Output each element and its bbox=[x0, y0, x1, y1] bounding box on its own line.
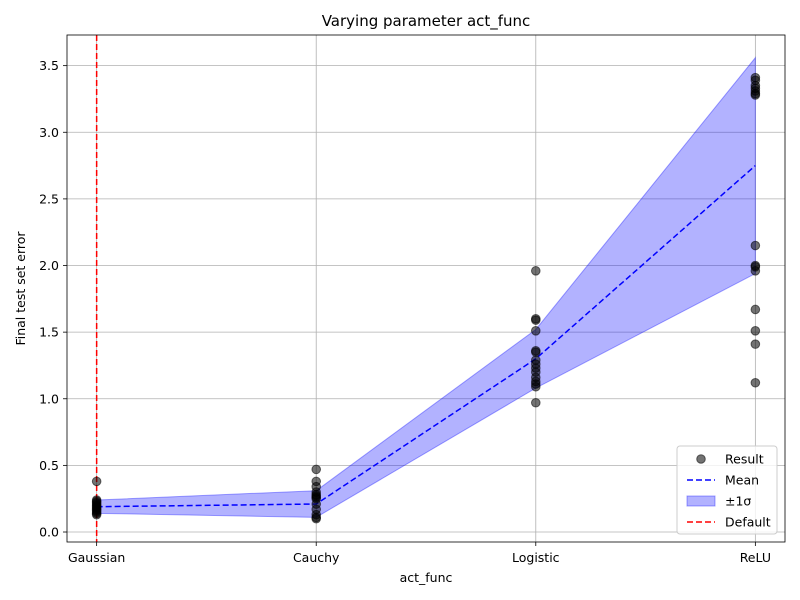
result-point bbox=[530, 326, 541, 336]
legend-result-marker bbox=[696, 454, 706, 464]
y-tick-label: 0.5 bbox=[39, 458, 59, 473]
y-tick-label: 3.5 bbox=[39, 58, 59, 73]
y-tick-label: 1.0 bbox=[39, 391, 59, 406]
result-point bbox=[311, 464, 322, 475]
result-point bbox=[750, 339, 761, 349]
x-tick-label: Logistic bbox=[512, 550, 560, 565]
result-point bbox=[530, 381, 541, 392]
y-tick-label: 3.0 bbox=[39, 125, 59, 140]
result-point bbox=[530, 397, 541, 408]
result-point bbox=[530, 347, 541, 357]
legend-label: Mean bbox=[725, 473, 759, 488]
result-point bbox=[750, 304, 761, 315]
result-point bbox=[91, 476, 102, 487]
legend: Result Mean ±1σ Default bbox=[676, 445, 778, 535]
legend-item-sigma: ±1σ bbox=[686, 494, 751, 509]
chart-title: Varying parameter act_func bbox=[322, 12, 531, 31]
result-point bbox=[91, 509, 102, 520]
result-point bbox=[750, 266, 761, 276]
result-point bbox=[530, 266, 541, 276]
y-tick-label: 1.5 bbox=[39, 325, 59, 340]
legend-box bbox=[676, 445, 778, 535]
grid-layer bbox=[67, 35, 785, 542]
legend-items: Result Mean ±1σ Default bbox=[686, 452, 771, 530]
y-tick-label: 2.5 bbox=[39, 191, 59, 206]
result-points-layer bbox=[91, 72, 761, 524]
legend-label: Default bbox=[725, 515, 771, 530]
y-axis-label: Final test set error bbox=[13, 231, 28, 346]
legend-sigma-swatch bbox=[686, 495, 716, 507]
plot-frame bbox=[66, 34, 786, 543]
result-point bbox=[750, 377, 761, 388]
x-axis-label: act_func bbox=[400, 570, 453, 585]
x-tick-label: ReLU bbox=[740, 550, 771, 565]
legend-label: Result bbox=[725, 452, 764, 467]
result-point bbox=[750, 326, 761, 336]
y-tick-label: 2.0 bbox=[39, 258, 59, 273]
result-point bbox=[311, 513, 322, 524]
x-tick-label: Cauchy bbox=[293, 550, 340, 565]
ticks-layer: Gaussian Cauchy Logistic ReLU 0.0 0.5 1.0 1.5 2.… bbox=[39, 58, 771, 565]
legend-item-result: Result bbox=[696, 452, 764, 467]
result-point bbox=[530, 315, 541, 325]
mean-line bbox=[96, 165, 756, 508]
x-tick-label: Gaussian bbox=[68, 550, 125, 565]
y-tick-label: 0.0 bbox=[39, 525, 59, 540]
result-point bbox=[750, 240, 761, 251]
legend-item-mean: Mean bbox=[687, 473, 759, 488]
legend-label: ±1σ bbox=[725, 494, 751, 509]
result-point bbox=[750, 90, 761, 100]
legend-item-default: Default bbox=[687, 515, 771, 530]
mean-line-layer bbox=[96, 165, 756, 508]
